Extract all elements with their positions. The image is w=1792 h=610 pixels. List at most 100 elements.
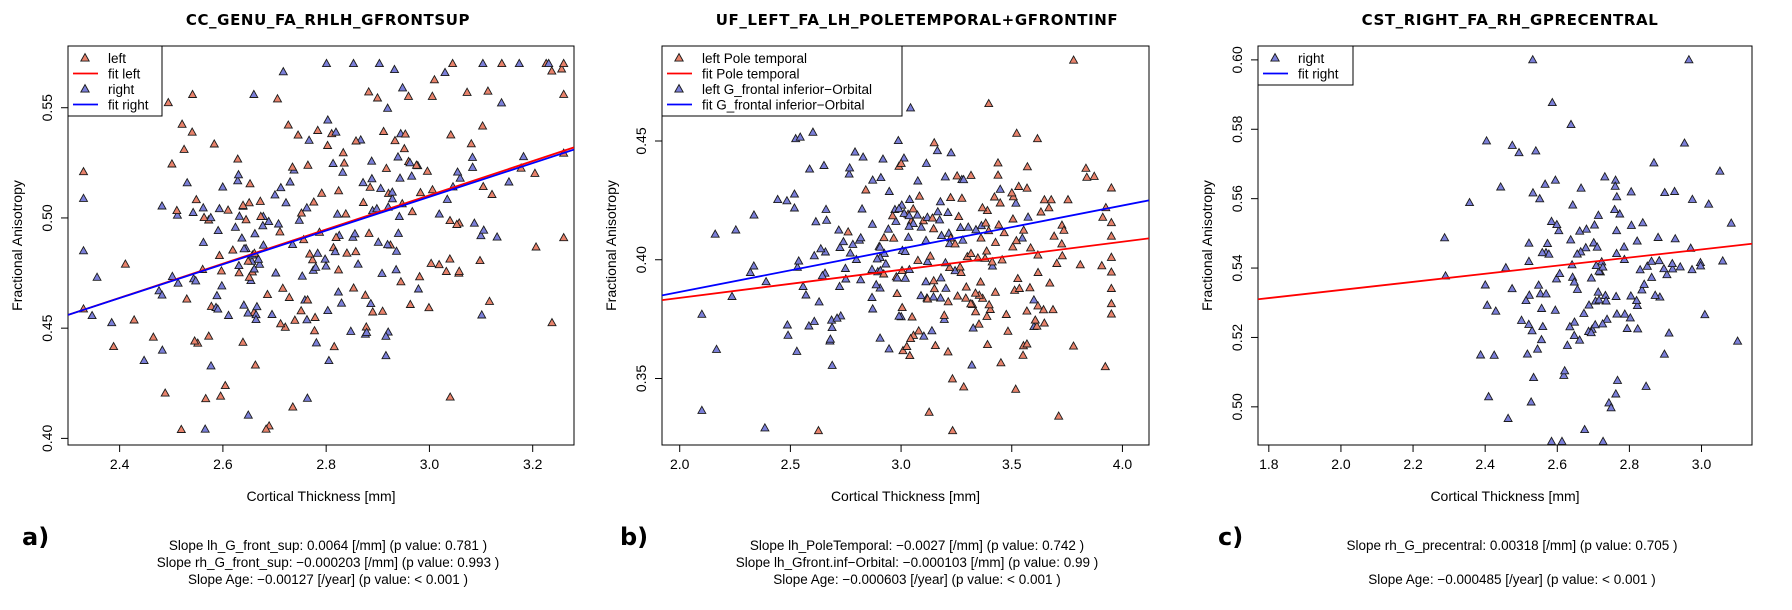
data-point-right xyxy=(1574,226,1585,235)
slope-annotation: Slope Age: −0.00127 [/year] (p value: < … xyxy=(188,572,468,587)
data-point-left-g-frontal-inferior-orbital xyxy=(835,242,845,251)
data-area xyxy=(662,55,1149,435)
data-point-right xyxy=(1611,248,1622,258)
data-point-left-pole-temporal xyxy=(961,293,971,302)
data-point-left-g-frontal-inferior-orbital xyxy=(967,360,977,369)
data-point-left xyxy=(329,341,339,351)
data-point-right xyxy=(273,218,284,228)
data-point-left-g-frontal-inferior-orbital xyxy=(749,209,759,219)
data-point-right xyxy=(518,151,529,161)
data-point-left-pole-temporal xyxy=(1003,326,1013,335)
data-point-left-g-frontal-inferior-orbital xyxy=(825,334,836,343)
data-point-right xyxy=(1632,300,1643,310)
data-point-left-pole-temporal xyxy=(897,302,907,312)
data-point-left-g-frontal-inferior-orbital xyxy=(782,195,792,205)
data-point-left-g-frontal-inferior-orbital xyxy=(899,153,909,162)
data-point-left-g-frontal-inferior-orbital xyxy=(875,333,885,342)
data-point-right xyxy=(250,228,260,238)
data-point-right xyxy=(374,58,385,68)
data-point-right xyxy=(442,194,453,203)
data-point-left-g-frontal-inferior-orbital xyxy=(883,224,894,233)
data-point-right xyxy=(387,187,398,196)
data-point-left-pole-temporal xyxy=(966,170,976,179)
data-point-left-g-frontal-inferior-orbital xyxy=(916,290,926,300)
x-tick-label: 3.5 xyxy=(1002,456,1022,472)
data-point-left xyxy=(441,266,452,275)
data-point-left xyxy=(223,205,233,214)
data-point-left-pole-temporal xyxy=(944,262,955,272)
data-point-right xyxy=(1592,242,1602,251)
data-point-right xyxy=(1619,241,1629,251)
data-point-left-pole-temporal xyxy=(1057,238,1067,248)
data-point-right xyxy=(1591,260,1602,270)
data-point-left-g-frontal-inferior-orbital xyxy=(745,267,756,276)
data-point-left-pole-temporal xyxy=(896,158,906,167)
data-point-left xyxy=(558,232,569,242)
data-point-right xyxy=(1565,234,1576,244)
data-point-left-g-frontal-inferior-orbital xyxy=(710,229,720,238)
data-point-right xyxy=(348,58,359,68)
data-point-right xyxy=(1527,54,1538,64)
data-point-right xyxy=(1600,171,1610,181)
data-point-left-pole-temporal xyxy=(1018,225,1029,234)
data-point-left-pole-temporal xyxy=(947,425,958,435)
data-point-right xyxy=(1615,208,1625,218)
data-point-right xyxy=(217,280,227,290)
data-point-right xyxy=(1638,217,1648,227)
data-point-right xyxy=(172,210,183,219)
data-point-left xyxy=(363,86,374,96)
y-tick-label: 0.58 xyxy=(1229,115,1245,142)
data-point-left-pole-temporal xyxy=(1033,300,1043,310)
data-point-left-pole-temporal xyxy=(928,275,939,285)
data-point-right xyxy=(1524,238,1534,247)
chart-title: CC_GENU_FA_RHLH_GFRONTSUP xyxy=(186,11,470,29)
data-point-left xyxy=(429,74,440,84)
data-point-right xyxy=(1641,381,1651,390)
data-point-left-pole-temporal xyxy=(943,346,953,356)
data-point-right xyxy=(263,216,274,226)
data-point-left xyxy=(241,214,251,224)
legend-marker xyxy=(80,83,90,93)
data-point-left xyxy=(405,299,416,308)
data-point-right xyxy=(455,173,465,182)
data-point-left-g-frontal-inferior-orbital xyxy=(927,325,937,335)
data-point-right xyxy=(243,410,254,419)
data-point-left-g-frontal-inferior-orbital xyxy=(821,215,832,224)
data-point-left xyxy=(333,264,344,274)
data-point-right xyxy=(1569,317,1580,326)
data-point-right xyxy=(514,58,525,68)
data-point-left-g-frontal-inferior-orbital xyxy=(921,158,932,167)
data-point-right xyxy=(1590,319,1600,329)
data-point-right xyxy=(323,305,333,315)
legend-marker xyxy=(80,52,90,62)
data-point-right xyxy=(1546,216,1557,225)
data-point-left-g-frontal-inferior-orbital xyxy=(881,258,891,268)
data-point-left-pole-temporal xyxy=(977,202,988,212)
data-point-left-pole-temporal xyxy=(928,223,939,233)
data-point-left-pole-temporal xyxy=(1098,212,1108,221)
data-point-left xyxy=(475,255,485,265)
data-point-right xyxy=(366,298,376,308)
data-point-left xyxy=(275,318,286,328)
data-point-right xyxy=(1622,323,1632,332)
data-point-left xyxy=(400,129,411,138)
data-point-left-g-frontal-inferior-orbital xyxy=(894,311,904,320)
data-point-left xyxy=(215,391,226,400)
data-point-right xyxy=(1566,119,1576,129)
chart-title: CST_RIGHT_FA_RH_GPRECENTRAL xyxy=(1362,11,1659,29)
data-point-right xyxy=(333,287,344,296)
data-point-right xyxy=(1584,300,1594,309)
data-point-right xyxy=(312,248,323,257)
data-point-right xyxy=(1537,247,1548,257)
x-tick-label: 4.0 xyxy=(1113,456,1133,472)
data-point-left-g-frontal-inferior-orbital xyxy=(804,164,815,173)
data-point-right xyxy=(1501,262,1511,272)
data-point-left-pole-temporal xyxy=(950,238,960,248)
data-point-right xyxy=(1610,181,1620,190)
data-point-left-pole-temporal xyxy=(966,248,976,258)
fit-line-0 xyxy=(1258,242,1752,301)
data-point-right xyxy=(234,211,245,220)
data-point-right xyxy=(361,327,372,336)
data-point-right xyxy=(281,197,291,207)
data-point-left-pole-temporal xyxy=(952,170,962,180)
